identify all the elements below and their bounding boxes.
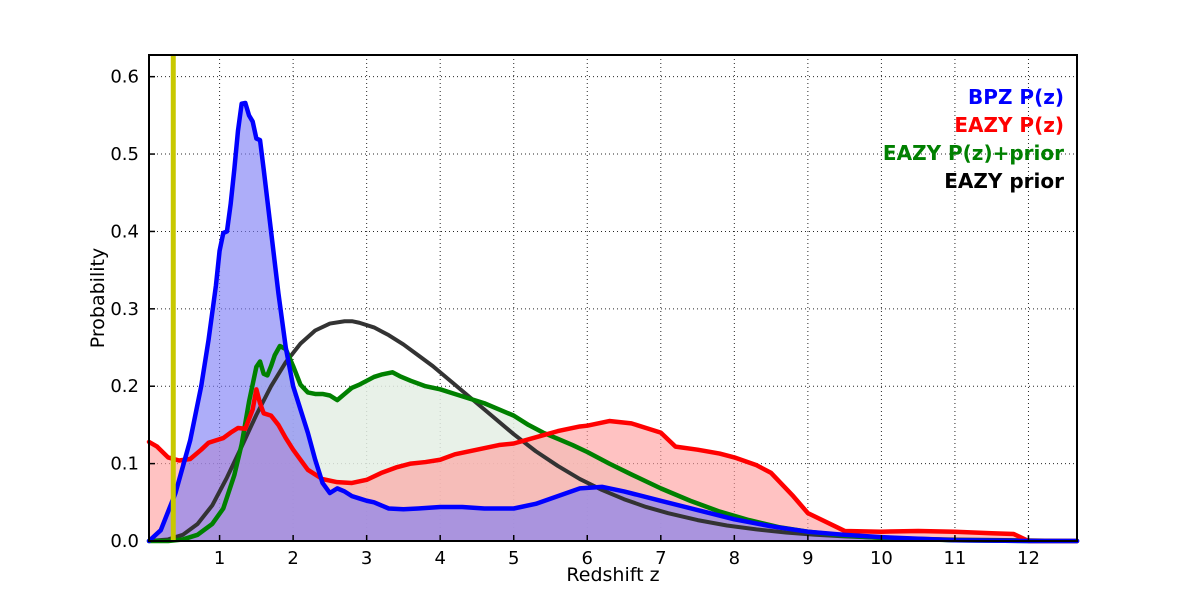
legend-item-3: EAZY prior <box>944 169 1064 193</box>
x-tick-label: 1 <box>214 548 225 569</box>
x-axis-label: Redshift z <box>566 564 659 586</box>
x-tick-label: 7 <box>655 548 666 569</box>
y-tick-label: 0.0 <box>110 531 139 552</box>
legend: BPZ P(z) EAZY P(z) EAZY P(z)+prior EAZY pri… <box>883 85 1064 193</box>
x-tick-label: 10 <box>870 548 893 569</box>
x-tick-label: 12 <box>1017 548 1040 569</box>
series-line-eazy-p-z-prior <box>146 343 1080 544</box>
x-tick-label: 2 <box>287 548 298 569</box>
y-axis-label: Probability <box>87 248 109 348</box>
series-line-eazy-prior <box>147 319 1079 543</box>
x-tick-label: 9 <box>802 548 813 569</box>
y-tick-label: 0.5 <box>110 144 139 165</box>
x-tick-label: 6 <box>582 548 593 569</box>
legend-item-0: BPZ P(z) <box>968 85 1064 109</box>
y-tick-label: 0.1 <box>110 454 139 475</box>
series-line-eazy-p-z <box>146 387 1080 544</box>
series-lines <box>146 100 1080 544</box>
y-tick-label: 0.4 <box>110 221 139 242</box>
y-tick-label: 0.3 <box>110 299 139 320</box>
x-tick-label: 3 <box>361 548 372 569</box>
x-tick-label: 8 <box>729 548 740 569</box>
plot-frame <box>148 54 1078 542</box>
legend-item-2: EAZY P(z)+prior <box>883 141 1064 165</box>
axes-frame <box>148 54 1078 542</box>
x-tick-label: 4 <box>434 548 445 569</box>
y-tick-label: 0.6 <box>110 67 139 88</box>
series-fill-bpz-p-z <box>149 102 1077 541</box>
series-line-bpz-p-z <box>146 100 1080 544</box>
legend-item-1: EAZY P(z) <box>954 113 1064 137</box>
x-tick-label: 11 <box>943 548 966 569</box>
grid-lines <box>149 55 1077 541</box>
y-tick-label: 0.2 <box>110 376 139 397</box>
tick-labels: 1 2 3 4 5 6 7 8 9 10 11 120.00.10.20.30.40.50.6 <box>110 67 1040 569</box>
x-tick-label: 5 <box>508 548 519 569</box>
